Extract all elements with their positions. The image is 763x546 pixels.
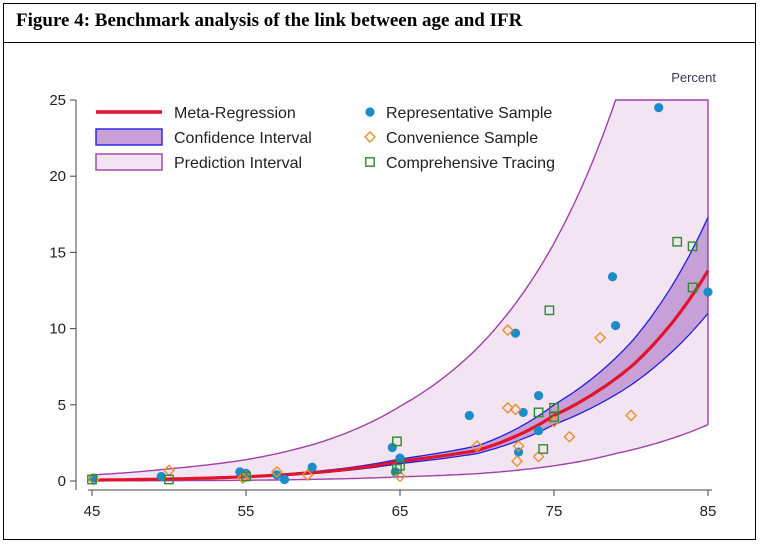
legend-label-convenience-sample: Convenience Sample — [386, 130, 538, 147]
x-tick-label: 45 — [84, 503, 101, 520]
representative-sample-point — [703, 287, 713, 297]
convenience-sample-point — [501, 401, 514, 414]
legend-swatch-confidence-interval — [95, 128, 163, 146]
convenience-sample-point — [511, 455, 524, 468]
y-tick-label: 10 — [49, 321, 66, 338]
axes: 0 5 10 15 20 25 45 55 65 75 85 — [49, 92, 716, 520]
x-tick-label: 65 — [392, 503, 409, 520]
convenience-sample-point — [594, 331, 607, 344]
x-tick-label: 85 — [700, 503, 717, 520]
y-tick-label: 25 — [49, 92, 66, 109]
data-points — [87, 103, 713, 486]
representative-sample-point — [156, 471, 166, 482]
comprehensive-tracing-point — [549, 412, 559, 422]
representative-sample-point — [534, 391, 544, 401]
comprehensive-tracing-point — [533, 407, 544, 418]
representative-sample-point — [307, 462, 317, 472]
convenience-sample-point — [394, 470, 406, 483]
representative-sample-point — [464, 410, 474, 421]
figure-title: Figure 4: Benchmark analysis of the link… — [16, 10, 523, 31]
comprehensive-tracing-point — [687, 241, 698, 252]
convenience-sample-point — [625, 409, 637, 422]
legend-label-meta-regression: Meta-Regression — [174, 105, 296, 122]
legend-label-prediction-interval: Prediction Interval — [174, 155, 302, 172]
y-tick-label: 20 — [49, 168, 66, 185]
y-tick-label: 5 — [58, 397, 66, 414]
comprehensive-tracing-point — [392, 463, 402, 474]
comprehensive-tracing-point — [87, 474, 97, 485]
prediction-interval-upper-line — [91, 99, 709, 476]
legend-swatch-representative-sample — [365, 107, 375, 117]
convenience-sample-point — [240, 470, 252, 483]
legend-label-comprehensive-tracing: Comprehensive Tracing — [386, 155, 555, 172]
prediction-interval-lower-line — [92, 423, 709, 482]
representative-sample-point — [611, 320, 621, 331]
representative-sample-point — [510, 328, 521, 338]
comprehensive-tracing-point — [544, 305, 555, 316]
comprehensive-tracing-point — [164, 474, 174, 485]
legend: Meta-Regression Confidence Interval Predic… — [95, 105, 555, 172]
legend-swatch-convenience-sample — [364, 131, 376, 143]
representative-sample-point — [279, 474, 290, 485]
representative-sample-point — [272, 470, 282, 480]
representative-sample-point — [654, 103, 664, 113]
convenience-sample-point — [563, 430, 576, 443]
y-tick-label: 15 — [49, 244, 66, 261]
representative-sample-point — [607, 272, 618, 282]
y-tick-label: 0 — [58, 473, 66, 490]
representative-sample-point — [534, 426, 544, 436]
comprehensive-tracing-point — [392, 436, 402, 447]
representative-sample-point — [513, 447, 524, 457]
comprehensive-tracing-point — [241, 471, 251, 482]
convenience-sample-point — [236, 471, 249, 484]
convenience-sample-point — [270, 465, 283, 478]
convenience-sample-point — [548, 415, 560, 428]
comprehensive-tracing-point — [549, 402, 559, 413]
representative-sample-point — [241, 468, 251, 478]
convenience-sample-point — [301, 468, 314, 481]
legend-swatch-comprehensive-tracing — [365, 157, 375, 167]
legend-swatch-prediction-interval — [95, 153, 163, 171]
comprehensive-tracing-point — [687, 282, 698, 293]
x-tick-label: 75 — [546, 503, 563, 520]
x-tick-label: 55 — [238, 503, 255, 520]
comprehensive-tracing-point — [672, 236, 683, 247]
convenience-sample-point — [509, 403, 522, 416]
representative-sample-point — [395, 453, 405, 463]
title-divider — [3, 42, 756, 43]
representative-sample-point — [518, 407, 528, 418]
legend-label-confidence-interval: Confidence Interval — [174, 130, 312, 147]
convenience-sample-point — [512, 439, 525, 452]
y-unit-label: Percent — [671, 70, 716, 85]
prediction-interval-band — [92, 100, 708, 481]
comprehensive-tracing-point — [538, 444, 549, 454]
convenience-sample-point — [471, 439, 483, 452]
comprehensive-tracing-point — [395, 460, 405, 471]
legend-label-representative-sample: Representative Sample — [386, 105, 552, 122]
convenience-sample-point — [501, 324, 514, 337]
convenience-sample-point — [532, 450, 545, 463]
